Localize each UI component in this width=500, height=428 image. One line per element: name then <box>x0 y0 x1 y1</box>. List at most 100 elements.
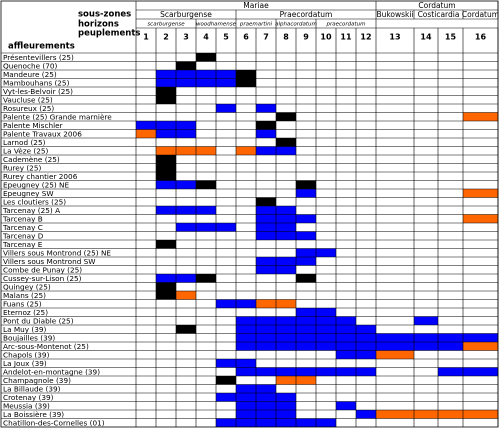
column-number: 2 <box>163 33 169 42</box>
cell <box>156 121 176 130</box>
cell <box>236 342 256 351</box>
cell <box>256 206 276 215</box>
cell <box>156 163 176 172</box>
header-cell: alphacordatum <box>275 22 317 28</box>
column-number: 12 <box>360 33 371 42</box>
header-label: horizons <box>78 20 119 30</box>
cell <box>276 257 296 266</box>
row-label: Champagnole (39) <box>3 376 71 385</box>
row-label: Cademène (25) <box>3 155 60 164</box>
cell <box>256 401 276 410</box>
cell <box>196 146 216 155</box>
header-cell: woodhamense <box>196 22 237 28</box>
cell <box>463 214 498 223</box>
row-label: Vaucluse (25) <box>3 95 53 104</box>
cell <box>438 333 463 342</box>
cell <box>156 78 176 87</box>
cell <box>236 401 256 410</box>
column-number: 10 <box>320 33 332 42</box>
cell <box>276 401 296 410</box>
cell <box>236 384 256 393</box>
row-label: Vyt-les-Belvoir (25) <box>3 87 73 96</box>
cell <box>156 155 176 164</box>
cell <box>356 333 376 342</box>
cell <box>316 308 336 317</box>
cell <box>414 333 438 342</box>
cell <box>236 410 256 419</box>
cell <box>438 342 463 351</box>
cell <box>196 70 216 79</box>
cell <box>356 410 376 419</box>
cell <box>156 87 176 96</box>
row-label: Pont du Diable (25) <box>3 316 74 325</box>
cell <box>296 316 316 325</box>
cell <box>176 129 196 138</box>
cell <box>316 333 336 342</box>
cell <box>176 61 196 70</box>
cell <box>256 146 276 155</box>
cell <box>256 325 276 334</box>
cell <box>276 206 296 215</box>
column-number: 4 <box>203 33 209 42</box>
cell <box>296 333 316 342</box>
cell <box>176 291 196 300</box>
column-number: 11 <box>340 33 352 42</box>
cell <box>276 138 296 147</box>
header-cell: Costicardia <box>418 10 460 19</box>
cell <box>156 95 176 104</box>
cell <box>276 410 296 419</box>
cell <box>236 299 256 308</box>
cell <box>463 367 498 376</box>
cell <box>196 78 216 87</box>
cell <box>356 367 376 376</box>
row-label: Tarcenay C <box>2 223 43 232</box>
cell <box>276 325 296 334</box>
row-label: Combe de Punay (25) <box>3 265 82 274</box>
cell <box>296 231 316 240</box>
column-number: 15 <box>445 33 457 42</box>
cell <box>463 410 498 419</box>
cell <box>176 121 196 130</box>
cell <box>236 316 256 325</box>
cell <box>296 342 316 351</box>
column-number: 16 <box>475 33 487 42</box>
cell <box>156 180 176 189</box>
cell <box>296 257 316 266</box>
row-label: Chatillon-des-Cornelles (01) <box>3 418 105 427</box>
row-label: Palente Mischler <box>3 121 63 130</box>
cell <box>256 342 276 351</box>
cell <box>438 410 463 419</box>
cell <box>176 223 196 232</box>
row-label: Meussia (39) <box>3 401 50 410</box>
row-label: Rosureux (25) <box>3 104 54 113</box>
cell <box>256 299 276 308</box>
cell <box>438 367 463 376</box>
cell <box>256 265 276 274</box>
cell <box>276 367 296 376</box>
column-number: 6 <box>243 33 249 42</box>
cell <box>276 214 296 223</box>
cell <box>236 367 256 376</box>
row-label: Boujailles (39) <box>3 333 55 342</box>
column-number: 9 <box>303 33 309 42</box>
cell <box>156 282 176 291</box>
cell <box>336 342 356 351</box>
cell <box>414 342 438 351</box>
cell <box>156 172 176 181</box>
cell <box>256 333 276 342</box>
column-number: 7 <box>263 33 269 42</box>
cell <box>316 248 336 257</box>
column-number: 14 <box>420 33 432 42</box>
row-label: Présentevillers (25) <box>3 53 74 62</box>
cell <box>176 325 196 334</box>
cell <box>463 112 498 121</box>
cell <box>414 316 438 325</box>
row-label: Rurey chantier 2006 <box>3 172 78 181</box>
row-label: Arc-sous-Montenot (25) <box>3 342 89 351</box>
row-label: Les cloutiers (25) <box>3 197 66 206</box>
cell <box>136 129 156 138</box>
cell <box>316 418 336 427</box>
cell <box>276 418 296 427</box>
row-label: Tarcenay B <box>2 214 43 223</box>
cell <box>196 274 216 283</box>
